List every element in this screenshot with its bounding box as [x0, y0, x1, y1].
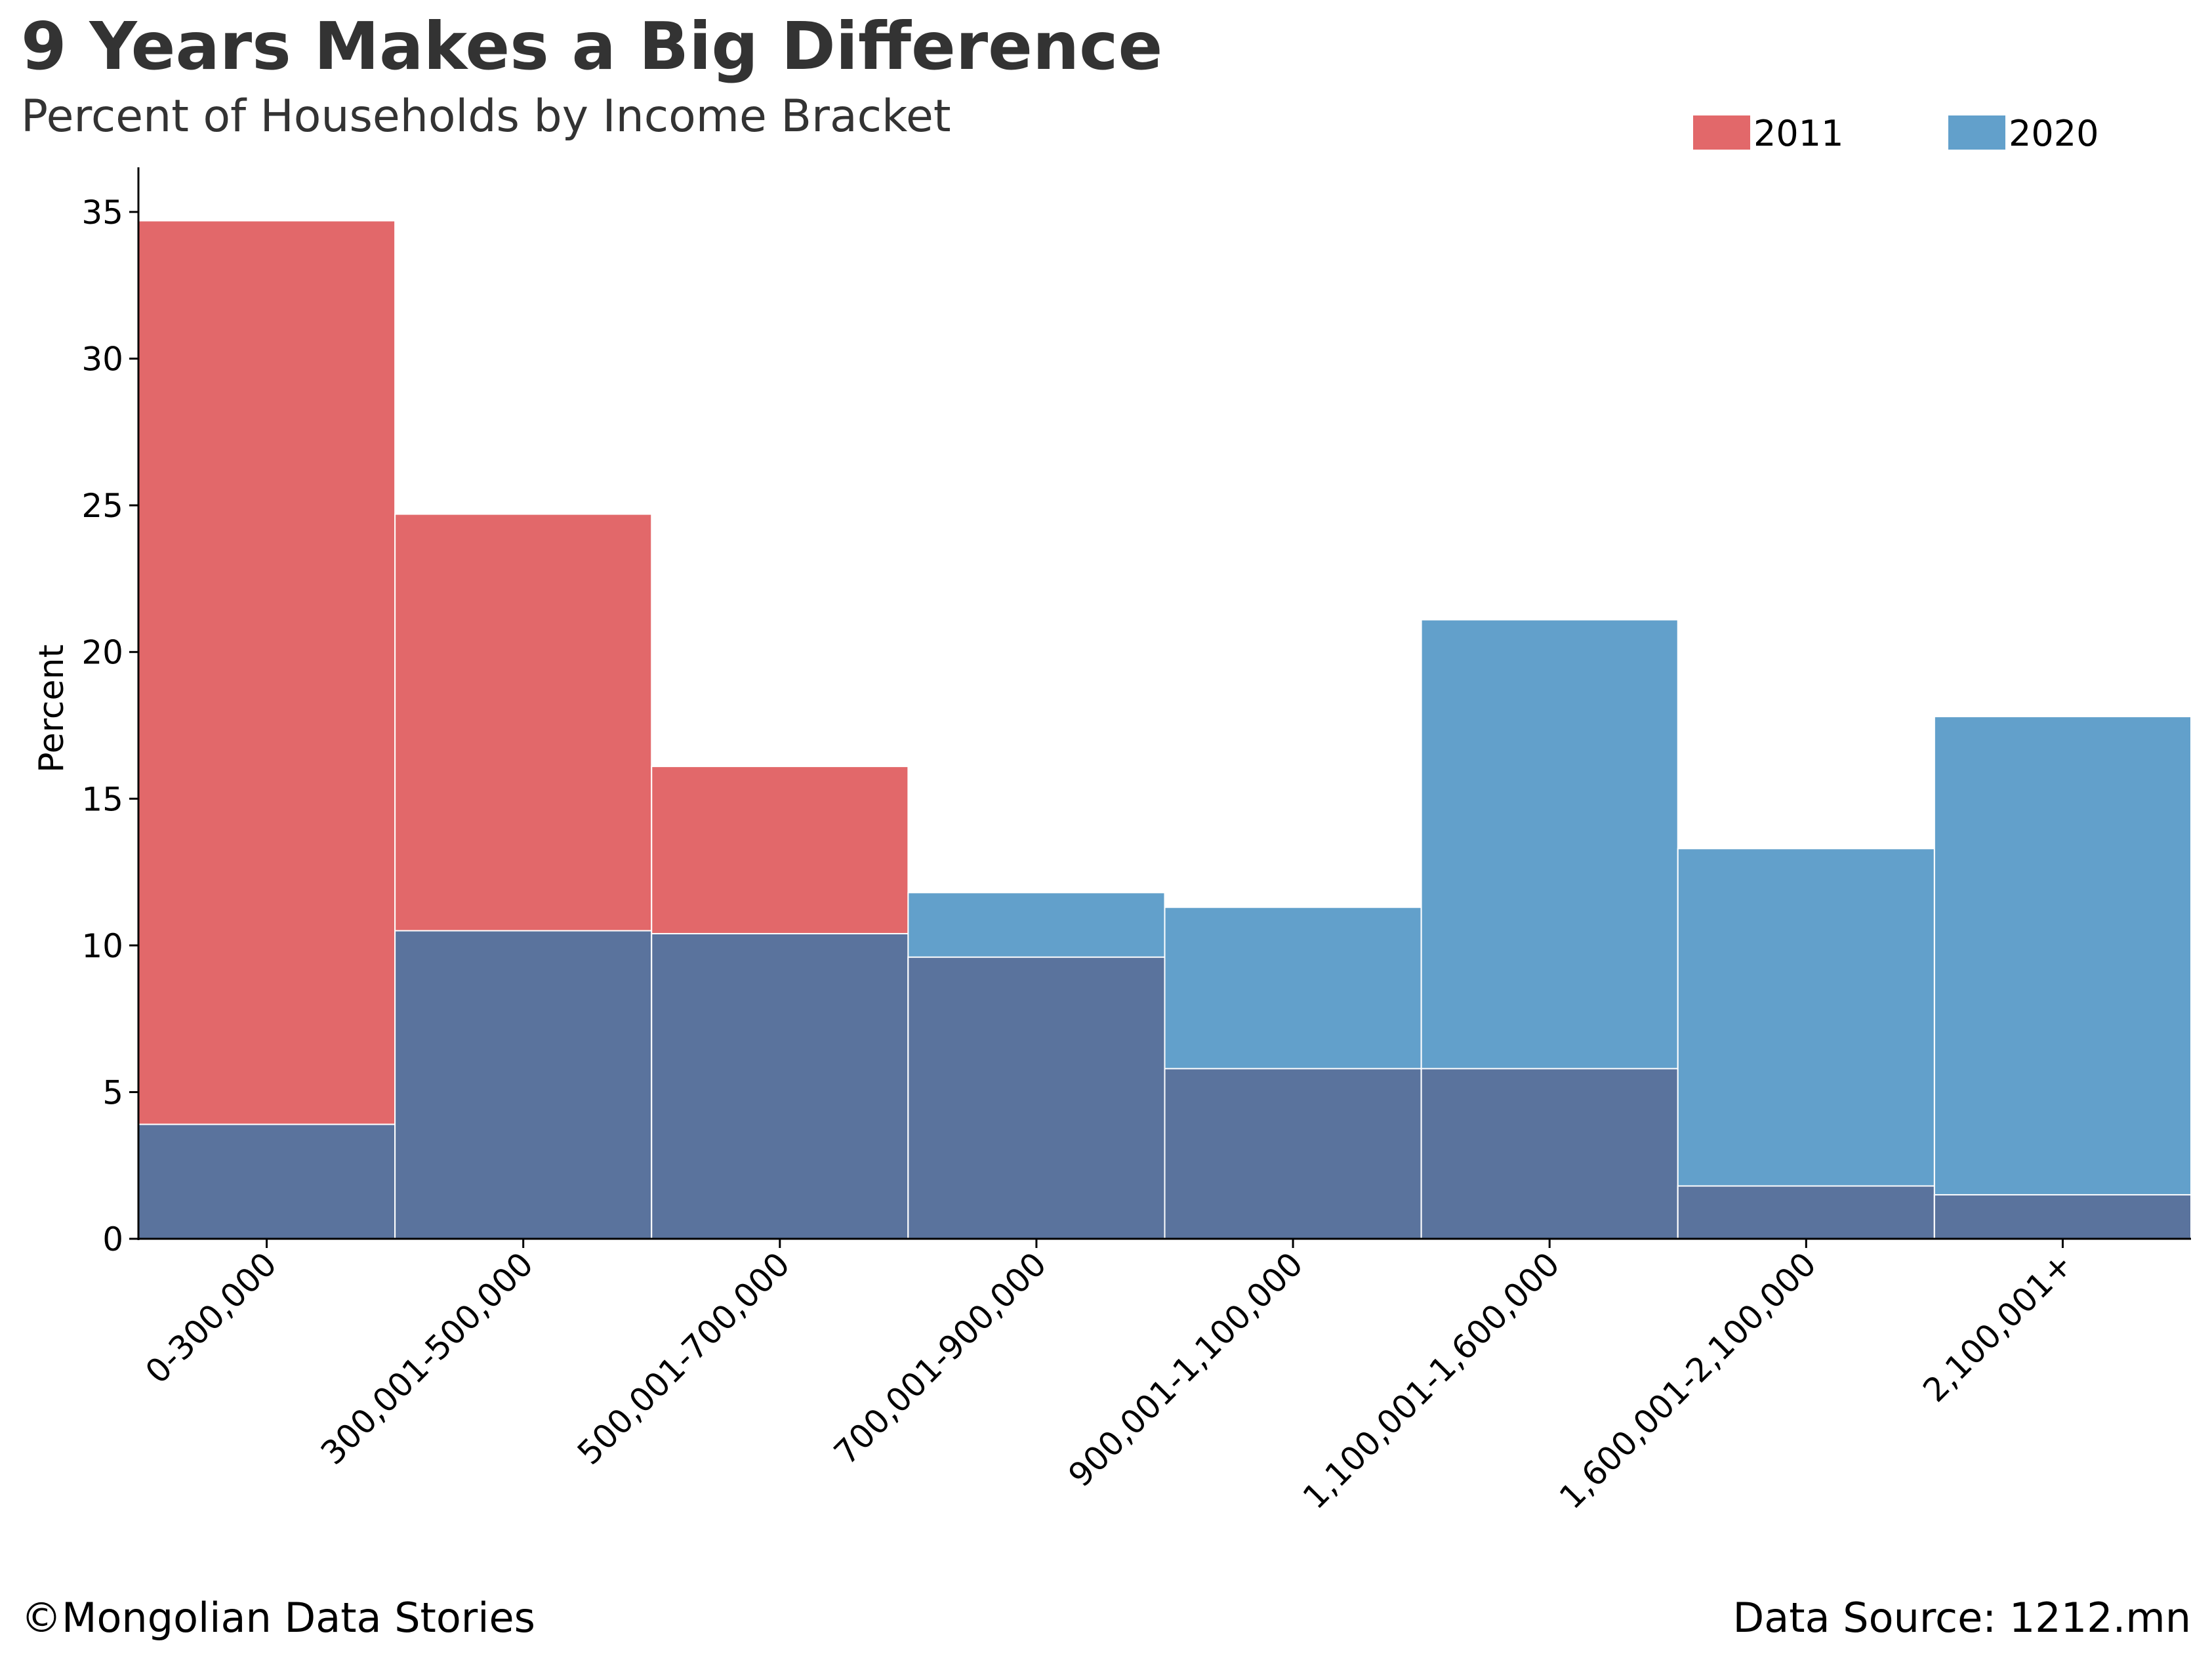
bars: [138, 220, 2192, 1240]
y-axis-label: Percent: [32, 644, 72, 773]
footer-credit: ©Mongolian Data Stories: [21, 1594, 535, 1642]
bar-overlap-1: [394, 930, 653, 1239]
y-ticks: 0 5 10 15 20 25 30 35: [81, 194, 138, 1258]
bar-2020-6: [1677, 848, 1935, 1240]
y-tick-label: 5: [102, 1073, 123, 1111]
x-tick-label: 1,100,001-1,600,000: [1296, 1245, 1567, 1516]
y-tick-label: 20: [81, 634, 123, 672]
legend: 2011 2020: [1693, 113, 2099, 154]
x-tick-label: 2,100,001+: [1915, 1245, 2080, 1409]
legend-swatch-2020: [1948, 115, 2005, 150]
bar-overlap-4: [1164, 1068, 1422, 1239]
x-tick-label: 700,001-900,000: [827, 1245, 1054, 1472]
bar-2020-7: [1933, 716, 2192, 1239]
chart-subtitle: Percent of Households by Income Bracket: [21, 91, 951, 142]
x-ticks: 0-300,000 300,001-500,000 500,001-700,000 7…: [138, 1239, 2080, 1516]
footer-source: Data Source: 1212.mn: [1733, 1594, 2191, 1642]
bar-overlap-5: [1420, 1068, 1679, 1239]
bar-overlap-7: [1933, 1194, 2192, 1240]
legend-label-2020: 2020: [2009, 113, 2099, 154]
x-tick-label: 500,001-700,000: [570, 1245, 797, 1472]
y-tick-label: 10: [81, 927, 123, 965]
bar-overlap-3: [907, 956, 1166, 1239]
y-tick-label: 25: [81, 487, 123, 525]
bar-2011-0: [138, 220, 396, 1239]
bar-overlap-6: [1677, 1185, 1935, 1239]
y-tick-label: 30: [81, 341, 123, 379]
legend-swatch-2011: [1693, 115, 1750, 150]
chart-title: 9 Years Makes a Big Difference: [21, 8, 1162, 85]
x-tick-label: 1,600,001-2,100,000: [1552, 1245, 1824, 1516]
bar-overlap-2: [651, 932, 909, 1239]
y-tick-label: 35: [81, 194, 123, 232]
y-tick-label: 15: [81, 780, 123, 818]
x-tick-label: 300,001-500,000: [314, 1245, 541, 1472]
bar-overlap-0: [138, 1123, 396, 1239]
x-tick-label: 0-300,000: [138, 1245, 284, 1390]
legend-label-2011: 2011: [1753, 113, 1843, 154]
y-tick-label: 0: [102, 1220, 123, 1258]
x-tick-label: 900,001-1,100,000: [1061, 1245, 1311, 1494]
